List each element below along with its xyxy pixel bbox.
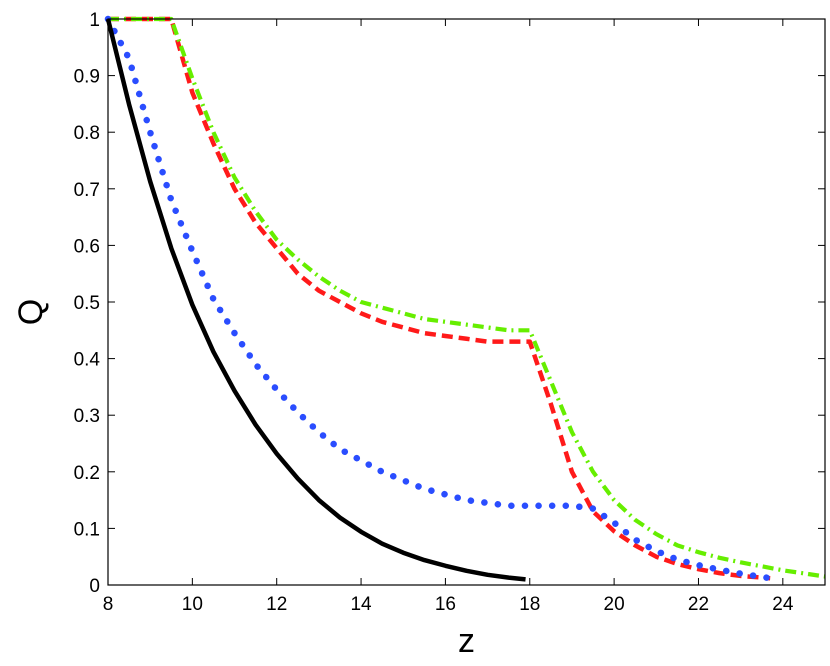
x-tick-label: 12 (266, 594, 287, 615)
y-tick-label: 0 (89, 576, 100, 597)
x-tick-label: 14 (350, 594, 372, 615)
y-tick-label: 0.3 (74, 406, 100, 427)
y-tick-label: 0.2 (74, 463, 100, 484)
x-tick-label: 24 (772, 594, 794, 615)
series-line-dash-dot (108, 16, 826, 579)
y-tick-label: 0.8 (74, 123, 100, 144)
y-tick-label: 0.9 (74, 67, 100, 88)
axes-layer (107, 18, 826, 586)
x-tick-label: 22 (688, 594, 709, 615)
y-tick-label: 0.5 (74, 293, 100, 314)
series-line-solid (105, 18, 526, 582)
series-line-dotted (104, 15, 774, 582)
y-axis-label: Q (12, 299, 50, 325)
y-tick-label: 0.6 (74, 236, 100, 257)
series-line-dashed (108, 16, 771, 581)
x-tick-label: 18 (519, 594, 540, 615)
y-tick-label: 1 (89, 10, 100, 31)
ticks-layer: 8 10 12 14 16 18 20 22 24 0 0.1 0.2 0.3 0.4 0.5 0.6 0.7 0… (74, 10, 825, 615)
x-tick-label: 10 (182, 594, 203, 615)
series-layer (104, 15, 826, 582)
y-tick-label: 0.7 (74, 180, 100, 201)
y-tick-label: 0.1 (74, 519, 100, 540)
x-tick-label: 16 (435, 594, 456, 615)
plot-frame (107, 18, 826, 586)
x-tick-label: 20 (604, 594, 625, 615)
y-tick-label: 0.4 (74, 350, 101, 371)
x-tick-label: 8 (103, 594, 114, 615)
x-axis-label: z (458, 622, 475, 660)
